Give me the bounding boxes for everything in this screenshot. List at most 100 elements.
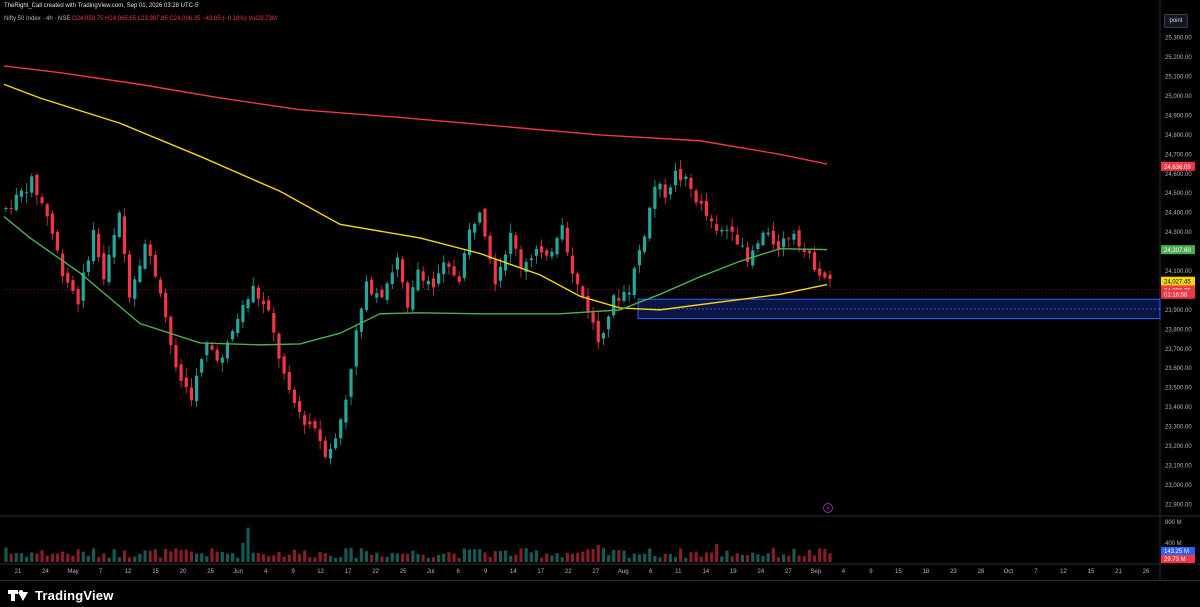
candle-body [35, 174, 39, 196]
y-tick-label: 23,800.00 [1165, 327, 1192, 333]
candle-body [313, 421, 317, 429]
candle-body [97, 233, 101, 258]
volume-bar [112, 549, 116, 562]
volume-bar [550, 555, 554, 562]
volume-bar [689, 552, 693, 562]
y-tick-label: 23,900.00 [1165, 308, 1192, 314]
candle-body [473, 223, 477, 233]
candle-body [272, 313, 276, 333]
y-tick-label: 24,300.00 [1165, 230, 1192, 236]
candle-body [498, 266, 502, 281]
volume-bar [787, 555, 791, 562]
volume-bar [169, 551, 173, 562]
candle-body [493, 259, 497, 285]
symbol-name[interactable]: Nifty 50 Index · 4h · NSE [4, 16, 71, 22]
price-label-bg [1161, 289, 1195, 299]
candle-body [514, 235, 518, 249]
candle-body [169, 316, 173, 346]
volume-bar [292, 549, 296, 562]
volume-bar [9, 553, 13, 562]
x-tick-label: 15 [895, 569, 902, 575]
tradingview-logo[interactable]: TradingView [8, 588, 114, 603]
volume-bar [25, 556, 29, 562]
volume-bar [385, 556, 389, 562]
candle-body [112, 234, 116, 258]
volume-bar [380, 556, 384, 562]
y-tick-label: 24,400.00 [1165, 211, 1192, 217]
candlestick-chart[interactable]: 25,300.00 25,200.00 25,100.00 25,000.00 24,9… [0, 0, 1200, 580]
candle-body [215, 349, 219, 361]
volume-bar [776, 557, 781, 562]
candle-body [627, 292, 631, 295]
chart-credit: TheRight_Call created with TradingView.c… [4, 3, 199, 9]
candle-body [606, 316, 611, 330]
candle-body [148, 244, 152, 256]
volume-bar [823, 548, 827, 562]
y-tick-label: 24,800.00 [1165, 133, 1192, 139]
volume-bar [483, 552, 487, 562]
volume-bar [55, 553, 60, 562]
volume-bar [807, 549, 811, 562]
volume-bar [586, 549, 590, 562]
volume-bar [740, 554, 745, 562]
volume-bar [488, 557, 492, 562]
y-tick-label: 23,300.00 [1165, 425, 1192, 431]
volume-bar [40, 550, 44, 562]
volume-bar [400, 553, 405, 562]
x-tick-label: 4 [842, 569, 846, 575]
brand-name: TradingView [35, 588, 114, 603]
candle-body [143, 244, 147, 269]
candle-body [555, 238, 559, 255]
candle-body [715, 224, 719, 231]
x-tick-label: 11 [675, 569, 682, 575]
x-tick-label: May [67, 569, 78, 575]
candle-body [787, 238, 791, 240]
candle-body [509, 232, 513, 254]
candle-body [807, 250, 811, 253]
volume-bar [205, 556, 209, 562]
volume-bar [751, 552, 755, 562]
price-unit-button[interactable]: point [1164, 14, 1188, 28]
x-tick-label: 9 [291, 569, 295, 575]
volume-bar [246, 527, 250, 562]
volume-bar [122, 550, 127, 562]
candle-body [679, 168, 683, 181]
candle-body [267, 300, 271, 311]
volume-bar [179, 550, 183, 562]
volume-bar [303, 550, 307, 562]
volume-bar [282, 556, 286, 562]
volume-bar [81, 551, 85, 562]
candle-body [9, 208, 13, 210]
volume-bar [220, 552, 224, 562]
tradingview-mark-icon [8, 590, 30, 601]
volume-label: 29.73 M [1164, 557, 1186, 563]
volume-bar [251, 552, 255, 562]
candle-body [117, 212, 121, 237]
volume-bar [643, 554, 647, 562]
y-tick-label: 24,100.00 [1165, 269, 1192, 275]
candle-body [534, 248, 539, 256]
candle-body [122, 216, 127, 255]
volume-bar [437, 554, 441, 562]
volume-bar [364, 551, 369, 562]
price-label: 24,636.09 [1164, 165, 1191, 171]
candle-body [138, 265, 142, 282]
volume-bar [746, 555, 750, 562]
y-tick-label: 24,900.00 [1165, 113, 1192, 119]
candle-body [818, 268, 822, 276]
y-tick-label: 23,600.00 [1165, 366, 1192, 372]
volume-bar [97, 557, 101, 562]
y-tick-label: 24,700.00 [1165, 152, 1192, 158]
volume-bar [694, 551, 698, 562]
x-tick-label: Aug [618, 569, 629, 575]
volume-bar [344, 548, 348, 562]
volume-bar [164, 548, 168, 562]
y-tick-label: 23,400.00 [1165, 405, 1192, 411]
volume-bar [272, 555, 276, 562]
candle-body [668, 187, 672, 195]
x-tick-label: 6 [457, 569, 461, 575]
x-tick-label: 15 [1088, 569, 1095, 575]
volume-bar [354, 557, 358, 562]
x-tick-label: 21 [1115, 569, 1122, 575]
ma-yellow-line [3, 83, 828, 311]
